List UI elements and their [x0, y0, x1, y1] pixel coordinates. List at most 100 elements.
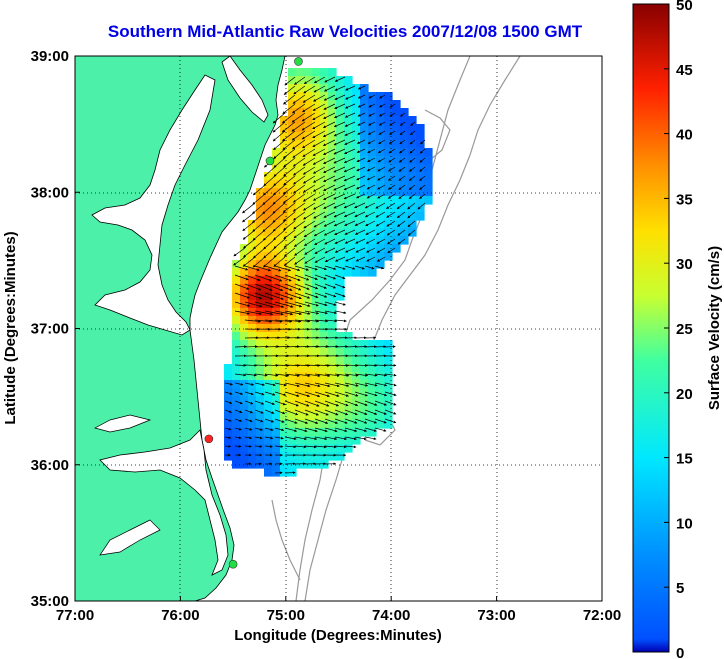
- velocity-arrow: [344, 427, 358, 432]
- velocity-arrow: [374, 382, 388, 387]
- velocity-arrow: [294, 373, 311, 378]
- velocity-arrow: [322, 130, 336, 138]
- velocity-arrow: [254, 310, 274, 316]
- velocity-arrow: [386, 202, 396, 209]
- velocity-arrow: [284, 373, 301, 377]
- velocity-arrow: [274, 445, 284, 448]
- velocity-arrow: [294, 292, 311, 299]
- velocity-arrow: [376, 238, 386, 245]
- velocity-arrow: [334, 391, 349, 397]
- velocity-arrow: [284, 274, 301, 281]
- velocity-arrow: [304, 292, 319, 299]
- velocity-arrow: [334, 256, 346, 262]
- velocity-arrow: [354, 409, 368, 415]
- velocity-arrow: [302, 184, 316, 193]
- velocity-arrow: [313, 211, 326, 219]
- velocity-arrow: [368, 112, 376, 117]
- velocity-arrow: [409, 166, 416, 172]
- velocity-arrow: [244, 345, 258, 348]
- velocity-arrow: [377, 166, 386, 172]
- velocity-arrow: [364, 427, 377, 432]
- velocity-arrow: [374, 373, 388, 377]
- velocity-arrow: [324, 409, 339, 416]
- velocity-arrow: [397, 229, 406, 236]
- velocity-arrow: [343, 157, 356, 164]
- velocity-arrow: [264, 274, 283, 282]
- velocity-arrow: [273, 139, 286, 151]
- velocity-arrow: [304, 418, 319, 424]
- velocity-arrow: [419, 184, 426, 191]
- velocity-arrow: [323, 94, 336, 101]
- velocity-arrow: [364, 382, 378, 387]
- velocity-arrow: [314, 373, 331, 377]
- velocity-arrow: [294, 319, 311, 323]
- velocity-arrow: [344, 373, 359, 377]
- velocity-arrow: [244, 409, 253, 414]
- velocity-arrow: [274, 345, 290, 348]
- velocity-arrow: [244, 364, 258, 367]
- velocity-arrow: [399, 130, 406, 135]
- velocity-arrow: [264, 310, 284, 316]
- velocity-arrow: [343, 193, 356, 200]
- velocity-arrow: [272, 112, 286, 124]
- velocity-field: [224, 68, 433, 477]
- velocity-arrow: [264, 319, 283, 323]
- velocity-arrow: [293, 238, 306, 247]
- velocity-arrow: [292, 157, 306, 167]
- velocity-arrow: [242, 229, 256, 240]
- velocity-arrow: [244, 274, 261, 281]
- velocity-arrow: [378, 121, 386, 126]
- velocity-arrow: [324, 364, 340, 367]
- velocity-arrow: [264, 427, 274, 431]
- velocity-arrow: [366, 256, 376, 262]
- velocity-arrow: [294, 391, 310, 398]
- x-tick-label: 74:00: [372, 607, 410, 624]
- y-tick-label: 36:00: [31, 457, 69, 474]
- velocity-arrow: [294, 409, 309, 416]
- velocity-arrow: [384, 391, 397, 397]
- velocity-arrow: [294, 364, 311, 367]
- velocity-arrow: [281, 121, 296, 133]
- velocity-arrow: [368, 94, 376, 99]
- velocity-arrow: [283, 247, 296, 257]
- velocity-arrow: [324, 445, 337, 449]
- velocity-arrow: [304, 319, 320, 323]
- velocity-arrow: [396, 211, 406, 219]
- velocity-arrow: [384, 409, 397, 415]
- colorbar-tick-label: 15: [676, 451, 693, 468]
- velocity-arrow: [314, 445, 327, 449]
- velocity-arrow: [273, 166, 286, 177]
- velocity-arrow: [292, 202, 306, 212]
- velocity-arrow: [314, 292, 328, 298]
- velocity-arrow: [368, 103, 376, 108]
- velocity-arrow: [368, 121, 376, 126]
- velocity-arrow: [354, 265, 365, 270]
- velocity-arrow: [274, 400, 286, 406]
- velocity-arrow: [354, 202, 366, 209]
- velocity-arrow: [344, 382, 359, 387]
- velocity-arrow: [224, 400, 233, 404]
- velocity-arrow: [410, 121, 416, 126]
- velocity-arrow: [302, 193, 316, 202]
- velocity-arrow: [304, 445, 317, 449]
- velocity-arrow: [314, 265, 327, 271]
- velocity-arrow: [234, 373, 247, 377]
- velocity-arrow: [384, 400, 397, 406]
- radar-station-marker: [204, 434, 214, 444]
- velocity-arrow: [294, 427, 308, 433]
- velocity-arrow: [304, 283, 319, 290]
- velocity-arrow: [264, 265, 282, 272]
- x-tick-label: 76:00: [161, 607, 199, 624]
- velocity-arrow: [312, 166, 326, 174]
- bathymetry-contours: [271, 56, 521, 601]
- velocity-arrow: [224, 382, 233, 386]
- velocity-arrow: [264, 418, 274, 423]
- velocity-arrow: [283, 229, 296, 240]
- velocity-arrow: [323, 211, 336, 218]
- velocity-arrow: [294, 445, 307, 449]
- velocity-arrow: [284, 418, 298, 424]
- velocity-arrow: [357, 121, 366, 126]
- velocity-arrow: [389, 103, 396, 108]
- x-tick-label: 73:00: [477, 607, 515, 624]
- velocity-arrow: [314, 427, 328, 433]
